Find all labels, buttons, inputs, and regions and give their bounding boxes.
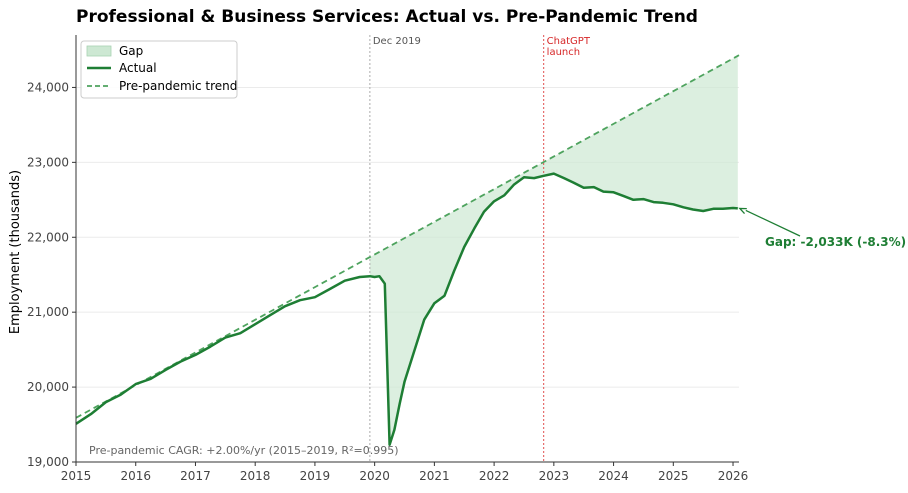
x-tick-label: 2025: [658, 469, 689, 483]
chatgpt-annotation-line1: ChatGPT: [547, 36, 591, 47]
x-tick-label: 2021: [419, 469, 450, 483]
x-tick-label: 2016: [120, 469, 151, 483]
dec2019-annotation: Dec 2019: [373, 36, 421, 47]
gap-arrow-head: [738, 207, 747, 215]
actual-line: [75, 172, 738, 447]
legend-item-trend: Pre-pandemic trend: [119, 79, 237, 93]
x-tick-label: 2020: [359, 469, 390, 483]
y-tick-label: 22,000: [27, 230, 69, 244]
y-tick-label: 20,000: [27, 380, 69, 394]
y-tick-label: 23,000: [27, 155, 69, 169]
x-tick-label: 2017: [180, 469, 211, 483]
event-lines: [369, 35, 545, 462]
gap-arrow: [745, 209, 801, 237]
chart-title: Professional & Business Services: Actual…: [76, 7, 698, 27]
y-tick-label: 19,000: [27, 455, 69, 469]
x-tick-label: 2023: [539, 469, 570, 483]
x-tick-label: 2019: [300, 469, 331, 483]
x-tick-label: 2026: [718, 469, 749, 483]
cagr-footnote: Pre-pandemic CAGR: +2.00%/yr (2015–2019,…: [89, 444, 398, 457]
y-axis-label: Employment (thousands): [8, 170, 23, 334]
legend-box: [80, 40, 238, 99]
gap-annotation: Gap: -2,033K (-8.3%): [765, 235, 906, 249]
x-axis-ticks: 2015 2016 2017 2018 2019 2020 2021 2022 2023 2024…: [61, 462, 749, 483]
legend-item-actual: Actual: [119, 61, 157, 75]
legend: Gap Actual Pre-pandemic trend: [80, 40, 238, 99]
axes: [75, 35, 739, 463]
x-tick-label: 2018: [240, 469, 271, 483]
legend-gap-swatch: [86, 45, 112, 57]
x-tick-label: 2024: [598, 469, 629, 483]
x-tick-label: 2015: [61, 469, 92, 483]
y-tick-label: 24,000: [27, 80, 69, 94]
chatgpt-annotation-line2: launch: [547, 47, 580, 58]
gap-area: [369, 55, 738, 445]
y-axis-ticks: 19,000 20,000 21,000 22,000 23,000 24,000: [27, 80, 76, 469]
trend-line: [75, 54, 740, 419]
legend-item-gap: Gap: [119, 44, 143, 58]
x-tick-label: 2022: [479, 469, 510, 483]
y-tick-label: 21,000: [27, 305, 69, 319]
